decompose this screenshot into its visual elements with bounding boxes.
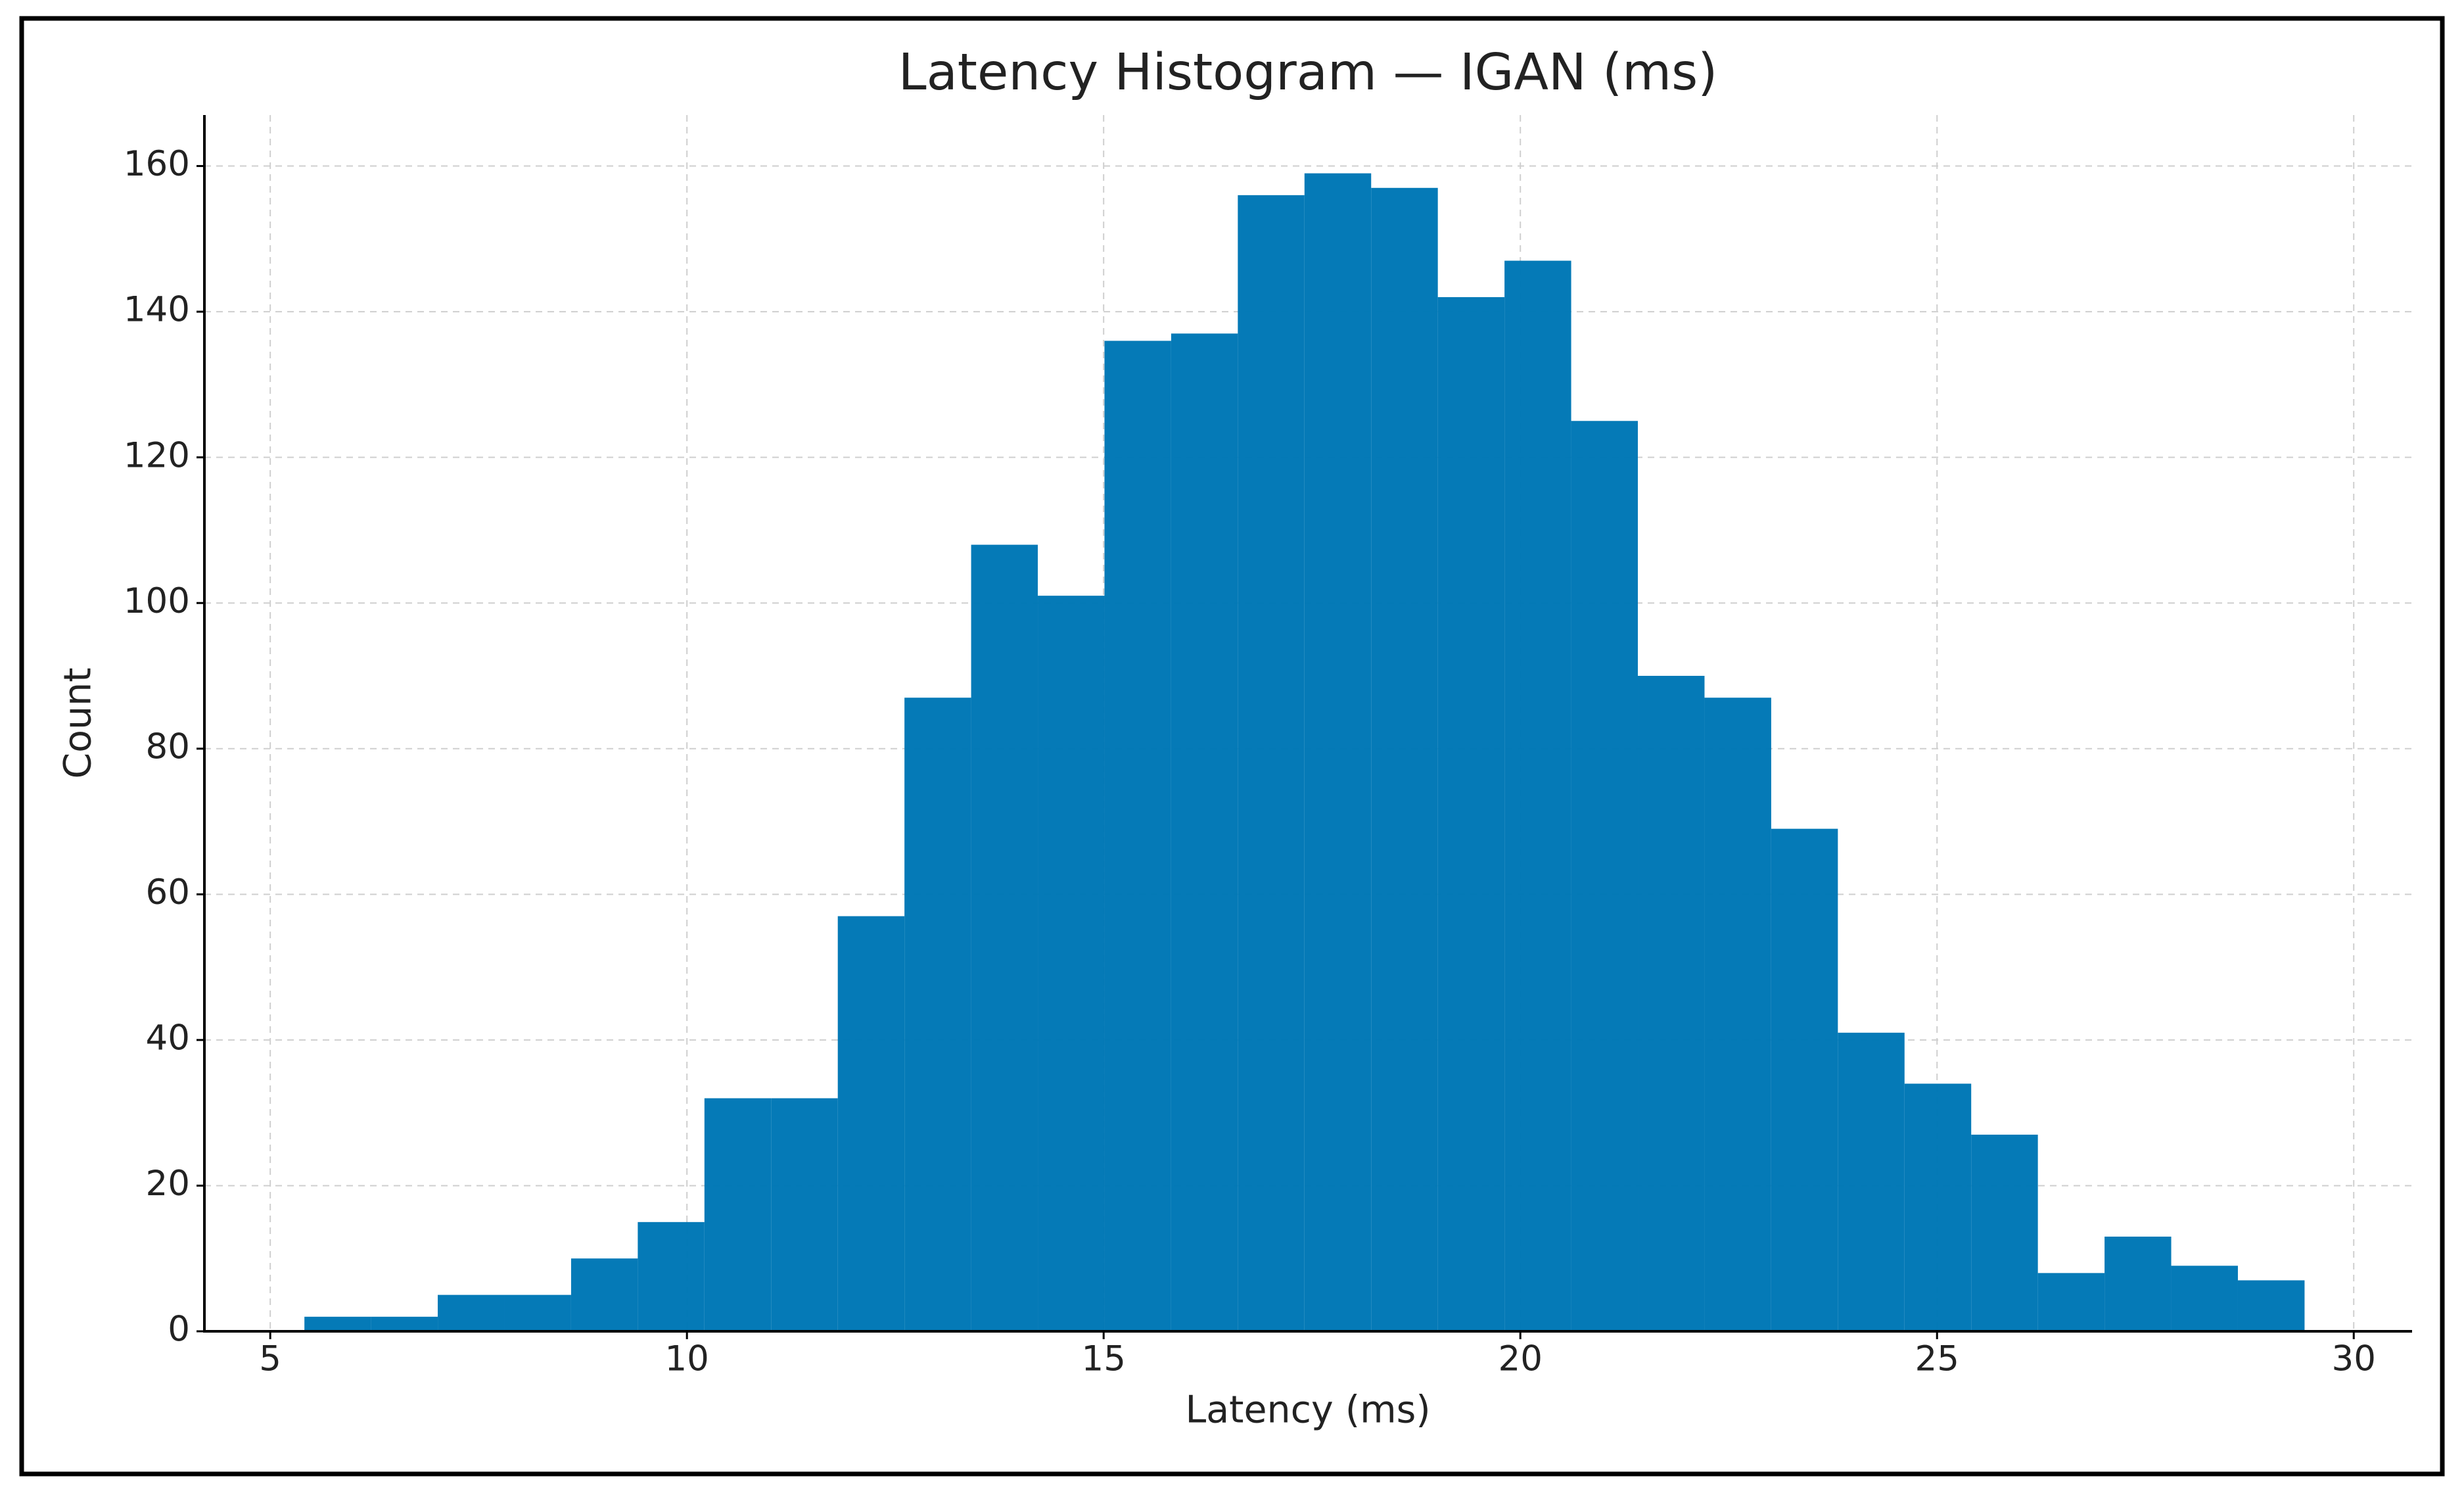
x-tick-label: 5 <box>259 1339 281 1379</box>
y-tick-label: 120 <box>124 435 190 475</box>
x-axis-label: Latency (ms) <box>1185 1388 1430 1432</box>
bar <box>1104 341 1171 1332</box>
bar <box>1771 828 1838 1331</box>
y-tick-label: 40 <box>146 1018 190 1058</box>
bar <box>638 1222 705 1331</box>
x-tick-label: 20 <box>1498 1339 1542 1379</box>
x-tick-label: 15 <box>1081 1339 1125 1379</box>
bar <box>304 1316 371 1331</box>
bar <box>1238 195 1305 1331</box>
y-axis-label: Count <box>57 667 100 778</box>
y-tick-label: 100 <box>124 581 190 621</box>
bar <box>1838 1032 1905 1331</box>
bar <box>1971 1134 2038 1331</box>
bar <box>2037 1273 2105 1331</box>
bar <box>771 1098 838 1331</box>
bar <box>2104 1236 2172 1331</box>
x-tick-label: 30 <box>2332 1339 2376 1379</box>
y-tick-label: 60 <box>146 872 190 913</box>
bar <box>1038 596 1105 1331</box>
bar <box>2171 1266 2238 1331</box>
bar <box>1904 1083 1972 1331</box>
y-tick-label: 20 <box>146 1164 190 1204</box>
bar <box>1504 260 1571 1331</box>
y-tick-label: 160 <box>124 144 190 184</box>
bar <box>1371 187 1438 1331</box>
bar <box>1571 421 1639 1331</box>
y-tick-label: 0 <box>168 1310 190 1350</box>
x-tick-label: 25 <box>1915 1339 1959 1379</box>
chart-title: Latency Histogram — IGAN (ms) <box>898 43 1718 102</box>
bar <box>904 698 971 1331</box>
bar <box>438 1294 505 1331</box>
bar <box>1171 333 1238 1331</box>
x-tick-label: 10 <box>664 1339 709 1379</box>
bar <box>2237 1280 2305 1331</box>
bar <box>1437 297 1505 1332</box>
bar <box>371 1316 438 1331</box>
bar <box>504 1294 571 1331</box>
bar <box>837 916 905 1331</box>
y-tick-label: 140 <box>124 290 190 330</box>
bar <box>1304 173 1372 1331</box>
bar <box>1638 675 1705 1331</box>
bar <box>1704 698 1771 1331</box>
bar <box>704 1098 772 1331</box>
bar <box>570 1258 638 1331</box>
frame <box>19 16 2445 1477</box>
y-tick-label: 80 <box>146 726 190 767</box>
bar <box>971 544 1038 1332</box>
